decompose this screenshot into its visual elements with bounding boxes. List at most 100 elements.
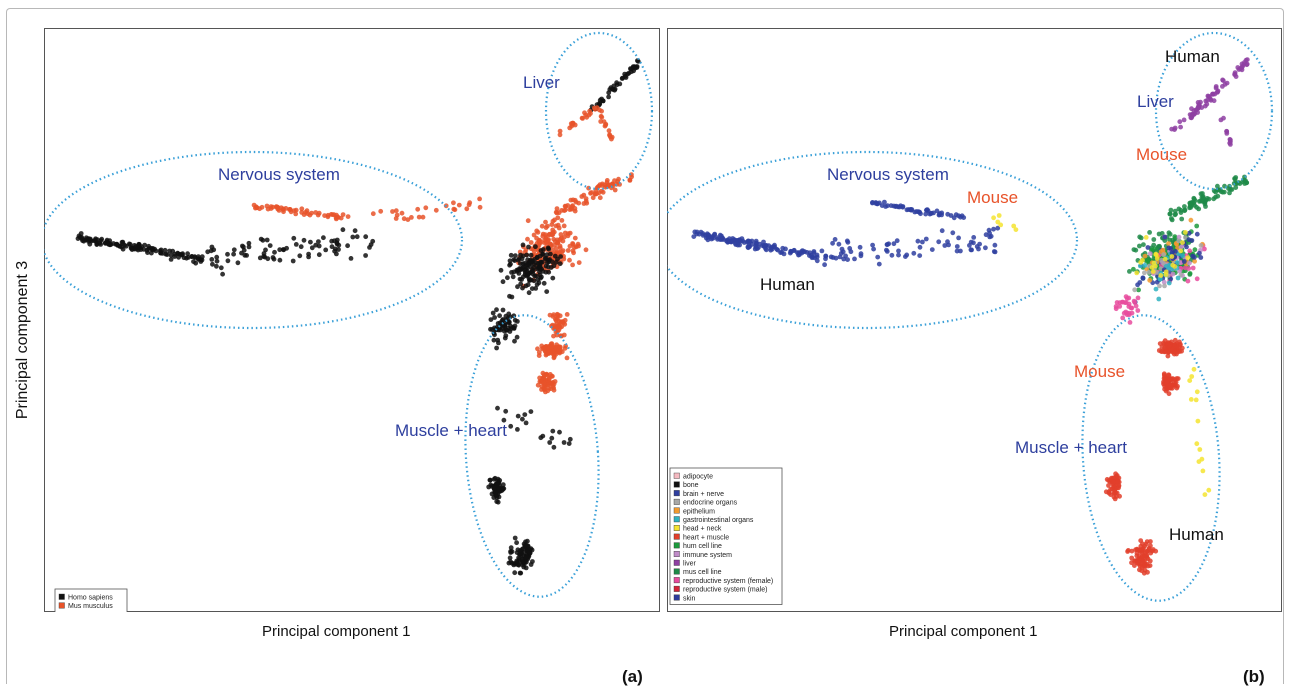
- point-heart-muscle: [1165, 353, 1171, 359]
- point-mouse: [562, 317, 568, 323]
- point-human: [507, 329, 513, 334]
- point-human: [113, 242, 119, 247]
- point-heart-muscle: [1144, 539, 1150, 544]
- point-liver: [1169, 126, 1175, 132]
- legend-entry: epithelium: [683, 508, 715, 515]
- point-mouse: [433, 207, 439, 213]
- point-mixed: [1162, 283, 1167, 289]
- point-human: [277, 257, 283, 263]
- point-human: [175, 251, 181, 257]
- point-mixed: [1189, 238, 1195, 243]
- point-mouse: [345, 214, 351, 220]
- point-liver: [1221, 115, 1226, 121]
- point-mixed: [1150, 269, 1156, 274]
- muscle-heart-ellipse: [464, 314, 600, 598]
- point-mouse: [583, 112, 589, 118]
- point-human: [363, 253, 368, 258]
- label-mouse: Mouse: [1136, 145, 1187, 164]
- point-human: [534, 266, 540, 272]
- point-human: [514, 334, 520, 340]
- point-brain-nerve: [876, 261, 882, 267]
- legend-swatch: [673, 481, 680, 488]
- point-human: [293, 242, 299, 247]
- legend-entry: Homo sapiens: [68, 595, 113, 602]
- liver-ellipse: [544, 31, 654, 191]
- point-brain-nerve: [974, 244, 980, 249]
- point-human: [515, 257, 521, 263]
- point-human: [517, 570, 523, 576]
- point-mus-cell-line: [1182, 208, 1187, 214]
- point-human: [567, 436, 573, 442]
- point-human: [500, 279, 506, 285]
- point-brain-nerve: [929, 247, 935, 253]
- point-brain-nerve: [894, 238, 900, 244]
- point-human: [546, 246, 552, 252]
- point-mixed: [1185, 255, 1191, 260]
- point-human: [524, 554, 530, 560]
- point-human: [529, 286, 535, 291]
- point-human: [271, 256, 277, 262]
- point-mixed: [1136, 287, 1141, 293]
- point-human: [561, 440, 567, 445]
- legend-entry: adipocyte: [683, 474, 713, 481]
- legend-entry: Mus musculus: [68, 603, 113, 610]
- point-mixed: [1184, 244, 1189, 250]
- point-mouse: [607, 132, 612, 138]
- point-human: [505, 275, 510, 281]
- point-liver: [1213, 84, 1219, 89]
- point-mouse: [599, 114, 605, 120]
- point-mouse: [553, 351, 559, 357]
- point-heart-muscle: [1125, 549, 1130, 554]
- point-human: [619, 76, 625, 81]
- point-mixed: [1166, 280, 1172, 286]
- point-mixed: [1178, 248, 1184, 254]
- point-human: [75, 236, 81, 242]
- point-liver: [1181, 117, 1187, 123]
- point-human: [98, 242, 104, 247]
- point-human: [164, 252, 170, 257]
- point-human: [541, 280, 547, 286]
- point-heart-muscle: [1137, 563, 1143, 569]
- point-brain-nerve: [923, 236, 929, 242]
- point-human: [500, 307, 506, 313]
- point-mixed: [1147, 251, 1153, 257]
- point-liver: [1191, 112, 1197, 117]
- point-human: [617, 81, 623, 87]
- point-human: [512, 570, 518, 576]
- point-heart-muscle: [1164, 379, 1170, 385]
- point-human: [495, 499, 501, 505]
- point-mouse: [541, 375, 547, 381]
- point-human: [502, 328, 507, 334]
- point-human: [246, 240, 252, 246]
- point-mouse: [590, 195, 596, 201]
- point-human: [214, 263, 219, 269]
- point-human: [527, 550, 533, 556]
- point-human: [218, 265, 224, 271]
- point-brain-nerve: [942, 243, 948, 248]
- point-mouse: [544, 371, 549, 377]
- label-nervous-system: Nervous system: [827, 165, 949, 184]
- legend-swatch: [673, 542, 680, 549]
- point-mixed: [1175, 275, 1181, 281]
- point-mouse: [316, 210, 322, 216]
- point-human: [552, 253, 558, 259]
- point-mixed: [1187, 260, 1192, 266]
- point-human: [534, 254, 540, 260]
- point-reproductive: [1127, 320, 1133, 325]
- point-mouse: [464, 206, 470, 212]
- point-human: [538, 259, 544, 265]
- legend-swatch: [673, 533, 680, 540]
- point-human: [544, 260, 550, 265]
- point-human: [494, 307, 499, 313]
- point-brain-nerve: [954, 244, 960, 249]
- point-heart-muscle: [1116, 485, 1121, 491]
- point-human: [308, 239, 313, 245]
- point-brain-nerve: [814, 258, 820, 264]
- point-mouse: [416, 214, 422, 220]
- point-human: [363, 234, 369, 240]
- point-human: [508, 423, 514, 429]
- point-mixed: [1153, 251, 1159, 257]
- point-brain-nerve: [951, 215, 957, 221]
- point-human: [544, 289, 550, 294]
